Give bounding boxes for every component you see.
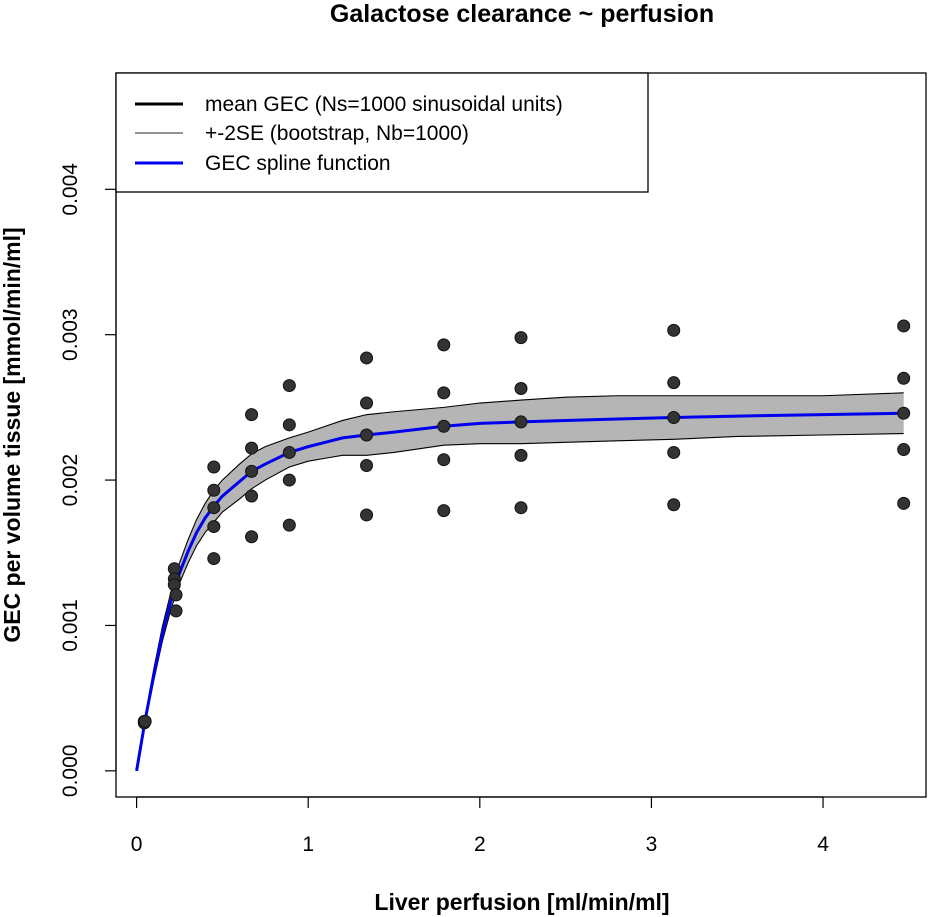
x-axis: 0 1 2 3 4 [131, 796, 829, 856]
data-points [137, 319, 911, 730]
data-point [437, 338, 451, 352]
chart-title: Galactose clearance ~ perfusion [330, 0, 714, 28]
data-point [360, 396, 374, 410]
data-point [437, 453, 451, 467]
data-point [514, 415, 528, 429]
data-point [514, 331, 528, 345]
data-point [667, 323, 681, 337]
data-point [360, 351, 374, 365]
data-point [207, 483, 221, 497]
data-point [282, 473, 296, 487]
data-point [897, 406, 911, 420]
lower-se-line [136, 432, 904, 771]
data-point [667, 376, 681, 390]
data-point [360, 459, 374, 473]
x-tick-label: 0 [131, 833, 143, 856]
y-tick-label: 0.004 [59, 163, 82, 216]
y-tick-label: 0.000 [59, 745, 82, 798]
data-point [667, 411, 681, 425]
data-point [514, 381, 528, 395]
data-point [245, 530, 259, 544]
upper-se-line [136, 392, 904, 771]
data-point [207, 460, 221, 474]
spline-curve [135, 411, 904, 772]
y-axis-label: GEC per volume tissue [mmol/min/ml] [0, 227, 25, 642]
data-point [897, 371, 911, 385]
data-point [282, 518, 296, 532]
data-point [667, 445, 681, 459]
data-point [437, 386, 451, 400]
legend-box [115, 72, 649, 193]
data-point [282, 445, 296, 459]
data-point [514, 501, 528, 515]
data-point [245, 489, 259, 503]
y-tick-label: 0.003 [59, 308, 82, 361]
data-point [245, 408, 259, 422]
x-tick-label: 3 [646, 833, 658, 856]
error-band [136, 392, 904, 771]
legend-label-spline: GEC spline function [205, 152, 391, 175]
data-point [245, 441, 259, 455]
data-point [169, 588, 183, 602]
legend: mean GEC (Ns=1000 sinusoidal units) +-2S… [115, 72, 649, 193]
data-point [667, 498, 681, 512]
x-tick-label: 4 [817, 833, 829, 856]
data-point [245, 464, 259, 478]
legend-label-se: +-2SE (bootstrap, Nb=1000) [205, 122, 469, 145]
data-point [207, 552, 221, 566]
data-point [437, 419, 451, 433]
data-point [138, 714, 152, 728]
data-point [282, 379, 296, 393]
data-point [897, 496, 911, 510]
y-axis: 0.000 0.001 0.002 0.003 0.004 [59, 163, 117, 798]
data-point [169, 604, 183, 618]
data-point [897, 443, 911, 457]
y-tick-label: 0.002 [59, 454, 82, 507]
data-point [360, 428, 374, 442]
x-tick-label: 1 [302, 833, 314, 856]
data-point [207, 501, 221, 515]
y-tick-label: 0.001 [59, 599, 82, 652]
spline-line [135, 411, 904, 772]
data-point [207, 520, 221, 534]
data-point [360, 508, 374, 522]
data-point [514, 448, 528, 462]
x-tick-label: 2 [474, 833, 486, 856]
data-point [437, 504, 451, 518]
data-point [897, 319, 911, 333]
data-point [282, 418, 296, 432]
band-fill [136, 392, 904, 771]
legend-label-mean: mean GEC (Ns=1000 sinusoidal units) [205, 93, 563, 116]
x-axis-label: Liver perfusion [ml/min/ml] [374, 889, 669, 915]
